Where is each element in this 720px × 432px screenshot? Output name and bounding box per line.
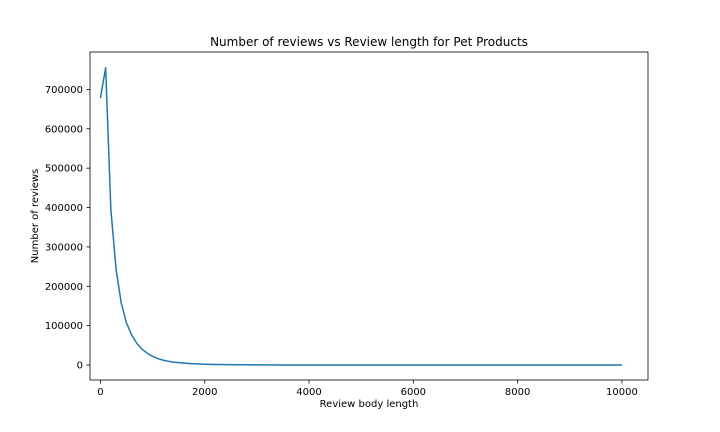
- x-tick-label: 6000: [401, 387, 426, 398]
- y-tick-label: 500000: [45, 164, 83, 175]
- plot-area: [89, 51, 649, 381]
- y-axis: 0 100000 200000 300000 400000 500000 600000 700…: [45, 85, 90, 372]
- x-tick-label: 2000: [192, 387, 217, 398]
- chart-title: Number of reviews vs Review length for P…: [210, 35, 528, 49]
- y-tick-label: 0: [77, 361, 83, 372]
- x-axis-label: Review body length: [320, 399, 419, 410]
- series-line: [99, 67, 622, 366]
- x-tick-label: 8000: [505, 387, 530, 398]
- series-layer: [99, 67, 622, 366]
- y-tick-label: 400000: [45, 203, 83, 214]
- plot-frame: [89, 51, 649, 381]
- y-tick-label: 100000: [45, 321, 83, 332]
- x-tick-label: 10000: [606, 387, 638, 398]
- x-tick-label: 4000: [296, 387, 321, 398]
- x-axis: 0 2000 4000 6000 8000 10000: [97, 380, 638, 398]
- y-tick-label: 300000: [45, 242, 83, 253]
- y-axis-label: Number of reviews: [30, 169, 41, 263]
- y-tick-label: 200000: [45, 282, 83, 293]
- x-tick-label: 0: [97, 387, 103, 398]
- y-tick-label: 600000: [45, 124, 83, 135]
- y-tick-label: 700000: [45, 85, 83, 96]
